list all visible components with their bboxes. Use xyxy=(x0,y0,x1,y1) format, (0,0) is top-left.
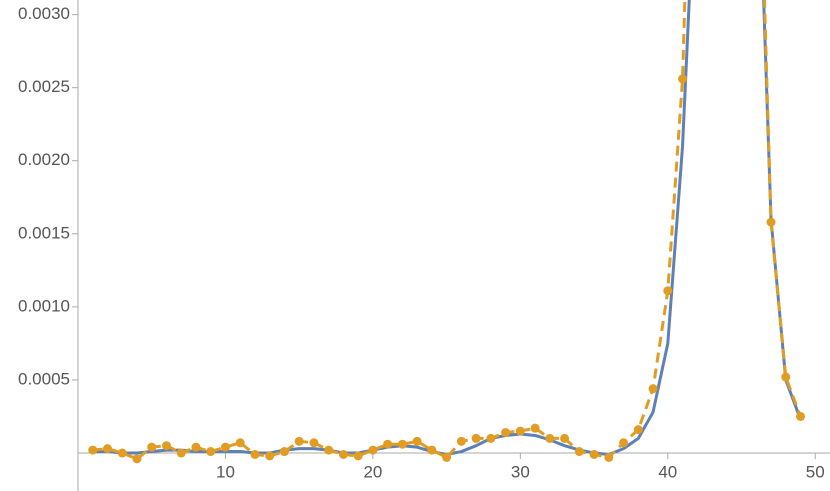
data-point xyxy=(442,452,452,462)
data-point xyxy=(412,436,422,446)
series-line xyxy=(92,0,802,456)
x-tick-label: 40 xyxy=(658,462,677,481)
y-tick-label: 0.0015 xyxy=(18,223,70,242)
data-point xyxy=(324,445,334,455)
data-point xyxy=(117,448,127,458)
data-point xyxy=(102,444,112,454)
data-point xyxy=(294,436,304,446)
data-point xyxy=(427,445,437,455)
data-point xyxy=(486,433,496,443)
data-point xyxy=(471,433,481,443)
data-point xyxy=(456,436,466,446)
data-point xyxy=(353,451,363,461)
data-point xyxy=(88,445,98,455)
plot-area xyxy=(88,0,806,464)
data-point xyxy=(545,433,555,443)
data-point xyxy=(250,449,260,459)
y-tick-label: 0.0020 xyxy=(18,150,70,169)
x-tick-label: 30 xyxy=(511,462,530,481)
data-point xyxy=(206,447,216,457)
data-point xyxy=(235,438,245,448)
data-point xyxy=(648,384,658,394)
data-point xyxy=(766,217,776,227)
data-point xyxy=(265,451,275,461)
data-point xyxy=(663,286,673,296)
y-tick-label: 0.0005 xyxy=(18,369,70,388)
data-point xyxy=(796,411,806,421)
data-point xyxy=(368,445,378,455)
data-point xyxy=(279,447,289,457)
y-tick-label: 0.0030 xyxy=(18,4,70,23)
data-point xyxy=(191,442,201,452)
data-point xyxy=(220,442,230,452)
data-point xyxy=(338,449,348,459)
data-point xyxy=(161,441,171,451)
y-tick-label: 0.0025 xyxy=(18,77,70,96)
x-tick-label: 10 xyxy=(216,462,235,481)
data-point xyxy=(309,438,319,448)
x-tick-label: 50 xyxy=(806,462,825,481)
data-point xyxy=(501,428,511,438)
data-point xyxy=(147,442,157,452)
series-line xyxy=(92,0,802,461)
data-point xyxy=(383,439,393,449)
data-point xyxy=(633,425,643,435)
data-point xyxy=(515,426,525,436)
data-point xyxy=(574,447,584,457)
data-point xyxy=(560,433,570,443)
x-tick-label: 20 xyxy=(363,462,382,481)
data-point xyxy=(781,372,791,382)
y-tick-label: 0.0010 xyxy=(18,296,70,315)
data-point xyxy=(604,452,614,462)
data-point xyxy=(176,448,186,458)
data-point xyxy=(530,423,540,433)
data-point xyxy=(619,438,629,448)
data-point xyxy=(132,454,142,464)
data-point xyxy=(397,439,407,449)
data-point xyxy=(678,74,688,84)
data-point xyxy=(589,449,599,459)
